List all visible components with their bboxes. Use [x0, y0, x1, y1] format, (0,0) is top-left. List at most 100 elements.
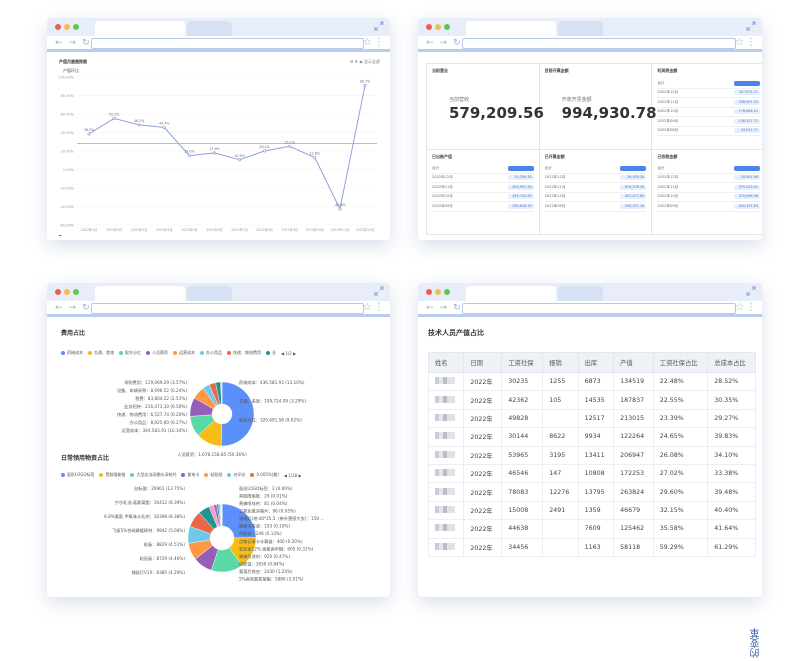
legend-item[interactable]: 办公用品	[200, 350, 222, 356]
table-row[interactable]: 2022年 44638 7609 125462 35.58% 41.64%	[427, 519, 756, 539]
legend-item[interactable]: 紫电卡	[181, 472, 199, 478]
expand-icon[interactable]	[374, 286, 384, 296]
legend-item[interactable]: 运营成本	[173, 350, 195, 356]
data-point[interactable]	[288, 144, 292, 148]
back-arrow-icon[interactable]: ←	[426, 38, 434, 48]
minimize-dot[interactable]	[435, 289, 441, 295]
browser-tab-inactive[interactable]	[558, 286, 603, 301]
url-bar[interactable]	[462, 303, 736, 314]
column-header[interactable]: 报销	[542, 352, 579, 373]
browser-tab-active[interactable]	[466, 286, 556, 301]
menu-kebab-icon[interactable]: ⋮	[374, 302, 384, 313]
expand-icon[interactable]	[746, 21, 756, 31]
expand-icon[interactable]	[374, 21, 384, 31]
column-header[interactable]: 工资社保	[501, 352, 544, 373]
column-header[interactable]: 日期	[463, 352, 503, 373]
minimize-dot[interactable]	[64, 24, 70, 30]
legend-item[interactable]: 面形LOGO标签	[61, 472, 94, 478]
star-icon[interactable]: ☆	[735, 302, 744, 313]
browser-tab-active[interactable]	[95, 21, 185, 36]
column-header[interactable]: 出库	[577, 352, 615, 373]
refresh-icon[interactable]: ↻	[453, 303, 461, 313]
data-point[interactable]	[112, 116, 116, 120]
legend-item[interactable]: 交通、差旅	[88, 350, 114, 356]
maximize-dot[interactable]	[444, 289, 450, 295]
star-icon[interactable]: ☆	[735, 37, 744, 48]
legend-item[interactable]: 人员薪资	[146, 350, 168, 356]
maximize-dot[interactable]	[73, 24, 79, 30]
minimize-dot[interactable]	[64, 289, 70, 295]
maximize-dot[interactable]	[444, 24, 450, 30]
browser-tab-active[interactable]	[95, 286, 185, 301]
data-point[interactable]	[313, 156, 317, 160]
forward-arrow-icon[interactable]: →	[68, 303, 77, 313]
chart-toolbar[interactable]: ☰ ⬇ ◉ 显示全部	[349, 59, 380, 64]
table-row[interactable]: 2022年 30144 8622 9934 122264 24.65% 39.83%	[427, 427, 756, 447]
star-icon[interactable]: ☆	[363, 302, 372, 313]
forward-arrow-icon[interactable]: →	[439, 38, 448, 48]
close-dot[interactable]	[426, 289, 432, 295]
table-row[interactable]: 2022年 34456 1163 58118 59.29% 61.29%	[427, 537, 756, 557]
slice-label: 面形LOGO标签：2 (0.00%)	[239, 485, 293, 492]
back-arrow-icon[interactable]: ←	[426, 303, 434, 313]
column-header[interactable]: 产值	[613, 352, 654, 373]
browser-tab-active[interactable]	[466, 21, 556, 36]
refresh-icon[interactable]: ↻	[82, 303, 90, 313]
browser-tab-inactive[interactable]	[187, 21, 232, 36]
back-arrow-icon[interactable]: ←	[55, 38, 63, 48]
browser-tab-inactive[interactable]	[558, 21, 603, 36]
data-point[interactable]	[338, 207, 342, 211]
refresh-icon[interactable]: ↻	[453, 38, 461, 48]
legend-expense[interactable]: 药械成本 交通、差旅 股东分红 人员薪资 运营成本 办公用品 快递、物流费用 业 ◀ 1/2 ▶	[61, 350, 296, 356]
url-bar[interactable]	[91, 38, 364, 49]
back-arrow-icon[interactable]: ←	[55, 303, 63, 313]
data-point[interactable]	[87, 132, 91, 136]
menu-kebab-icon[interactable]: ⋮	[746, 37, 756, 48]
column-header[interactable]: 总成本占比	[707, 352, 756, 373]
legend-item[interactable]: 药械成本	[61, 350, 83, 356]
data-point[interactable]	[237, 158, 242, 162]
legend-item[interactable]: 黑胶隆偷推	[99, 472, 125, 478]
close-dot[interactable]	[55, 24, 61, 30]
legend-item[interactable]: 业	[266, 350, 276, 356]
legend-supplies[interactable]: 面形LOGO标签 黑胶隆偷推 大型店油深棚水深柏托 紫电卡 粘贴纸 名印仪 0.005%(兼…	[61, 472, 302, 478]
minimize-dot[interactable]	[435, 24, 441, 30]
table-row[interactable]: 2022年 46546 147 10808 172253 27.02% 33.38%	[427, 463, 756, 484]
expand-icon[interactable]	[746, 286, 756, 296]
table-row[interactable]: 2022年 78083 12276 13795 263824 29.60% 39.48%	[427, 482, 756, 502]
table-row[interactable]: 2022年 15008 2491 1359 46679 32.15% 40.40%	[427, 500, 756, 521]
table-row[interactable]: 2022年 30235 1255 6873 134519 22.48% 28.52%	[427, 371, 756, 392]
close-dot[interactable]	[55, 289, 61, 295]
star-icon[interactable]: ☆	[363, 37, 372, 48]
forward-arrow-icon[interactable]: →	[439, 303, 448, 313]
maximize-dot[interactable]	[73, 289, 79, 295]
pie-slice[interactable]	[221, 381, 255, 447]
table-row[interactable]: 2022年 53965 3195 13411 206947 26.08% 34.10%	[427, 445, 756, 465]
data-point[interactable]	[187, 154, 191, 158]
refresh-icon[interactable]: ↻	[82, 38, 90, 48]
menu-kebab-icon[interactable]: ⋮	[746, 302, 756, 313]
data-point[interactable]	[212, 151, 217, 155]
legend-item[interactable]: 股东分红	[119, 350, 141, 356]
legend-pager[interactable]: ◀ 1/18 ▶	[283, 472, 302, 478]
forward-arrow-icon[interactable]: →	[68, 38, 77, 48]
legend-item[interactable]: 快递、物流费用	[227, 350, 261, 356]
column-header[interactable]: 姓名	[427, 352, 465, 373]
column-header[interactable]: 工资社保占比	[652, 352, 709, 373]
legend-item[interactable]: 0.005%(兼)	[250, 472, 279, 478]
legend-item[interactable]: 粘贴纸	[204, 472, 222, 478]
url-bar[interactable]	[91, 303, 364, 314]
table-row[interactable]: 2022年 49828 12517 213015 23.39% 29.27%	[427, 408, 756, 429]
data-point[interactable]	[162, 125, 166, 130]
browser-tab-inactive[interactable]	[187, 286, 232, 301]
data-point[interactable]	[137, 123, 141, 127]
close-dot[interactable]	[426, 24, 432, 30]
legend-pager[interactable]: ◀ 1/2 ▶	[281, 350, 297, 356]
url-bar[interactable]	[462, 38, 736, 49]
legend-item[interactable]: 名印仪	[227, 472, 245, 478]
data-point[interactable]	[263, 149, 267, 153]
menu-kebab-icon[interactable]: ⋮	[374, 37, 384, 48]
legend-item[interactable]: 大型店油深棚水深柏托	[130, 472, 176, 478]
data-point[interactable]	[363, 84, 367, 88]
table-row[interactable]: 2022年 42362 105 14535 187837 22.55% 30.35%	[427, 390, 756, 410]
